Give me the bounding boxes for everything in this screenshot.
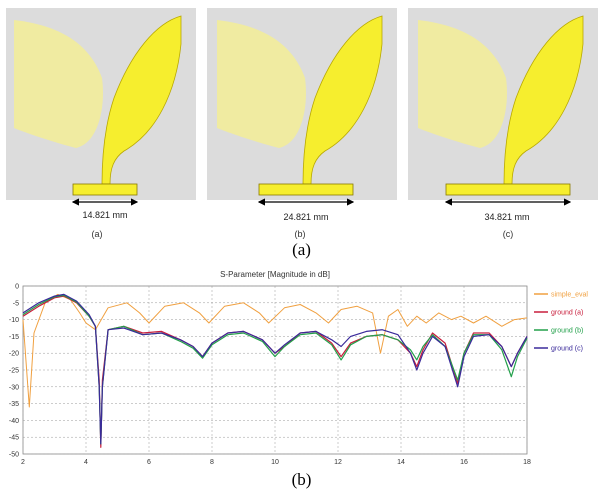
y-tick-label: -20 [9, 351, 19, 358]
y-tick-label: -40 [9, 418, 19, 425]
antenna-panel-a [6, 8, 196, 200]
y-tick-label: -15 [9, 334, 19, 341]
y-tick-label: -30 [9, 384, 19, 391]
x-tick-label: 8 [210, 459, 214, 466]
antenna-drawing-b [217, 15, 383, 196]
antenna-drawing-c [418, 15, 584, 196]
y-tick-label: -45 [9, 435, 19, 442]
caption-top: (a) [292, 240, 311, 259]
y-tick-label: -10 [9, 317, 19, 324]
legend-label-2: ground (b) [551, 328, 583, 335]
y-tick-label: 0 [15, 284, 19, 291]
x-tick-label: 2 [21, 459, 25, 466]
x-tick-label: 16 [460, 459, 468, 466]
y-tick-label: -50 [9, 452, 19, 459]
y-tick-label: -35 [9, 401, 19, 408]
x-tick-label: 14 [397, 459, 405, 466]
caption-bottom: (b) [291, 470, 312, 489]
legend-label-1: ground (a) [551, 310, 583, 317]
series-line-0 [22, 293, 528, 408]
series-line-3 [22, 293, 528, 445]
antenna-drawing-a [14, 15, 182, 196]
dimension-arrows [71, 198, 572, 206]
panel-label-b: (b) [294, 229, 306, 239]
legend-label-3: ground (c) [551, 346, 583, 353]
x-tick-label: 4 [84, 459, 88, 466]
chart-title: S-Parameter [Magnitude in dB] [220, 270, 330, 279]
x-tick-label: 18 [523, 459, 531, 466]
x-tick-label: 12 [334, 459, 342, 466]
antenna-panel-c [408, 8, 598, 200]
panel-label-c: (c) [502, 229, 514, 239]
x-tick-label: 10 [271, 459, 279, 466]
y-tick-label: -5 [13, 300, 19, 307]
x-tick-label: 6 [147, 459, 151, 466]
legend-label-0: simple_eval [551, 292, 588, 299]
s-parameter-chart: S-Parameter [Magnitude in dB] 0 -5 -10 -15 -2… [9, 270, 589, 466]
panel-label-a: (a) [91, 229, 103, 239]
y-tick-label: -25 [9, 368, 19, 375]
dimension-label-a: 14.821 mm [82, 210, 128, 220]
dimension-label-b: 24.821 mm [283, 212, 329, 222]
antenna-panel-b [207, 8, 397, 200]
dimension-label-c: 34.821 mm [484, 212, 530, 222]
